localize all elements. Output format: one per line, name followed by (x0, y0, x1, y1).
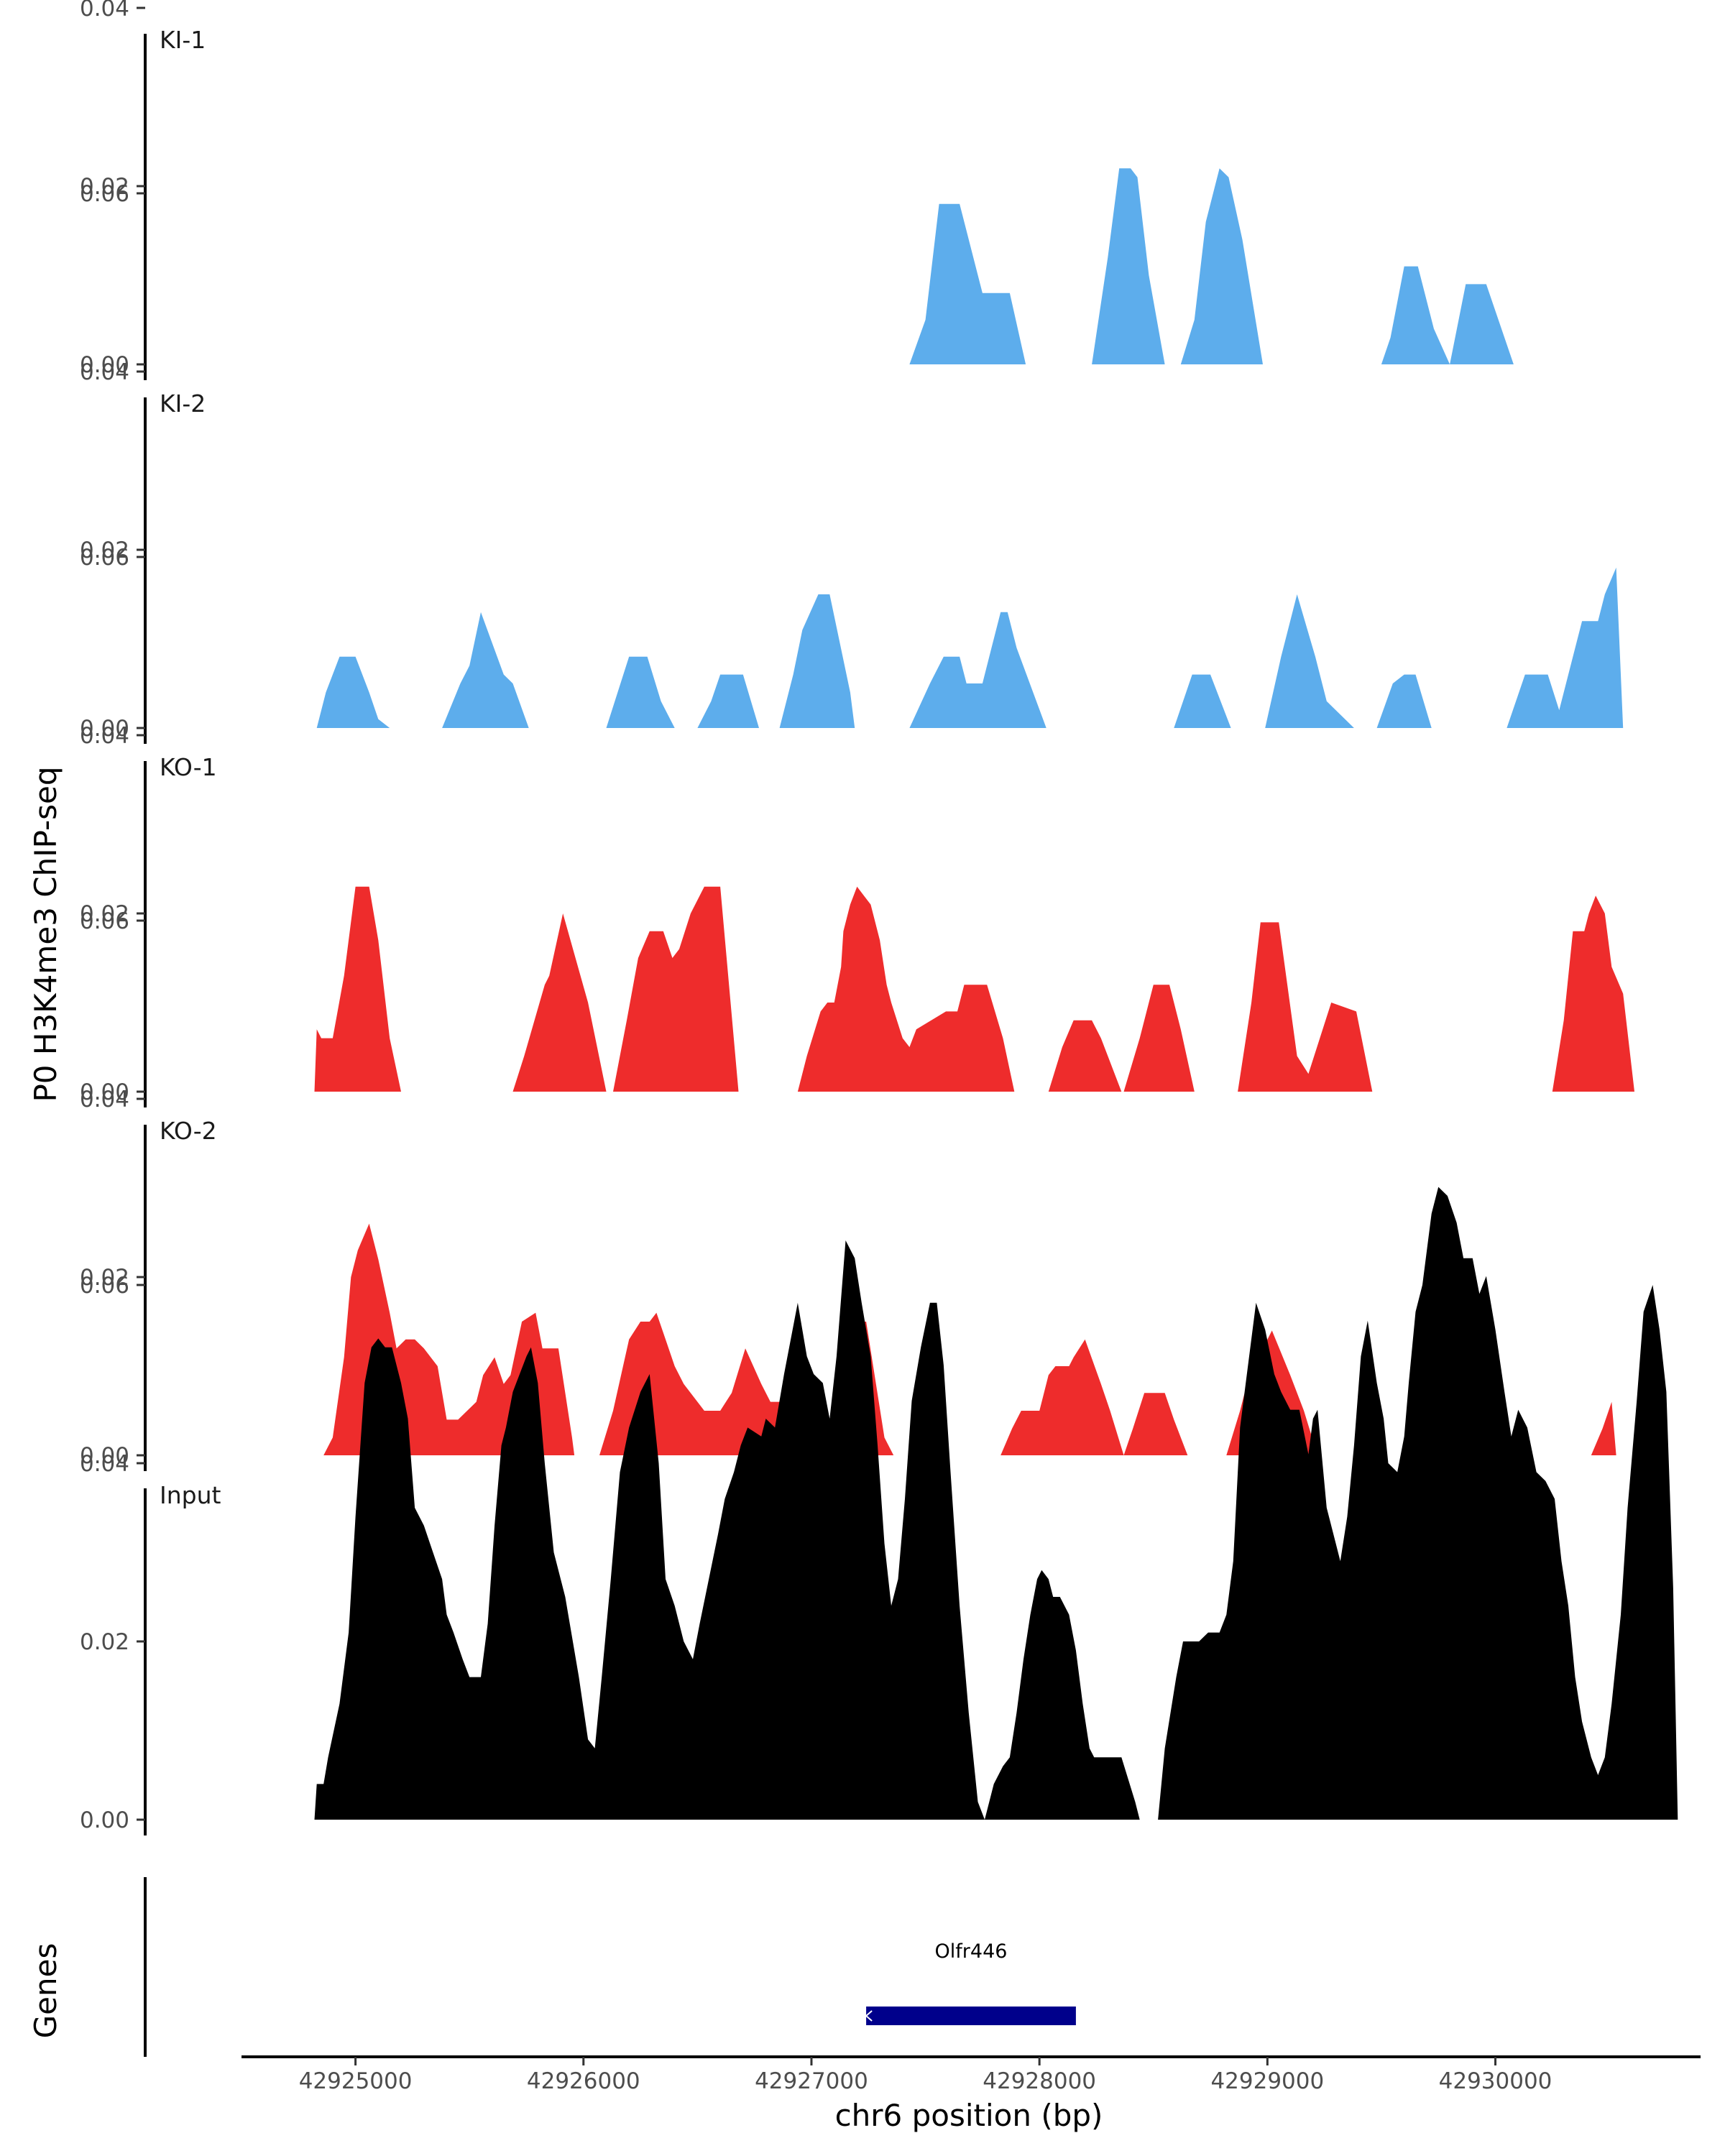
signal-peak (909, 612, 1046, 728)
signal-peak (316, 656, 390, 728)
y-tick-label: 0.00 (80, 1079, 129, 1105)
strand-arrow-icon (865, 2010, 873, 2022)
y-tick-label: 0.02 (80, 1629, 129, 1655)
track-ki-2: 0.00 0.02 0.04 0.06 KI-2 (80, 181, 1624, 744)
y-tick-label: 0.04 (80, 0, 129, 22)
signal-peak (1174, 674, 1231, 728)
track-label: Input (160, 1481, 221, 1509)
genes-panel-title: Genes (28, 1943, 63, 2039)
track-input: 0.00 0.02 0.04 0.06 Input (80, 1187, 1678, 1835)
signal-peak (314, 886, 401, 1092)
genes-panel: Olfr446 (144, 1877, 1076, 2057)
y-tick-label: 0.06 (80, 1273, 129, 1299)
y-tick-label: 0.02 (80, 538, 129, 563)
y-tick-label: 0.00 (80, 1807, 129, 1833)
signal-peak (1000, 1339, 1124, 1455)
x-axis: 42925000 42926000 42927000 42928000 42929000… (242, 2055, 1701, 2094)
signal-peak (779, 594, 855, 728)
x-tick-label: 42925000 (299, 2068, 413, 2094)
track-ki-1: 0.00 0.02 0.04 0.06 KI-1 (80, 0, 1514, 380)
x-axis-title: chr6 position (bp) (835, 2098, 1103, 2133)
signal-peak (697, 674, 759, 728)
y-tick-label: 0.02 (80, 1265, 129, 1291)
x-tick-label: 42928000 (983, 2068, 1096, 2094)
y-tick-label: 0.06 (80, 181, 129, 207)
signal-peak (1552, 895, 1634, 1092)
x-tick-label: 42926000 (527, 2068, 640, 2094)
y-axis-title: P0 H3K4me3 ChIP-seq (28, 766, 63, 1102)
signal-peak (1048, 1020, 1122, 1092)
signal-peak (1450, 284, 1514, 364)
track-label: KI-2 (160, 390, 206, 418)
y-tick-label: 0.02 (80, 901, 129, 927)
signal-peak (985, 1570, 1140, 1820)
signal-peak (442, 612, 529, 728)
signal-peak (1158, 1187, 1678, 1820)
signal-peak (1376, 674, 1432, 728)
signal-peak (1265, 594, 1354, 728)
y-tick-label: 0.00 (80, 352, 129, 378)
y-tick-label: 0.04 (80, 359, 129, 385)
signal-peak (613, 886, 739, 1092)
track-label: KO-2 (160, 1117, 217, 1145)
signal-peak (797, 886, 1015, 1092)
x-tick-label: 42927000 (755, 2068, 868, 2094)
signal-peak (606, 656, 675, 728)
gene-label: Olfr446 (935, 1940, 1008, 1963)
signal-peak (314, 1240, 985, 1820)
signal-peak (1238, 922, 1373, 1092)
signal-peak (909, 203, 1026, 364)
y-tick-label: 0.06 (80, 908, 129, 934)
signal-peak (1381, 266, 1450, 364)
y-tick-label: 0.04 (80, 723, 129, 749)
signal-peak (1092, 168, 1165, 364)
signal-peak (1506, 567, 1624, 728)
signal-peak (1123, 1393, 1188, 1455)
y-tick-label: 0.04 (80, 1451, 129, 1477)
signal-peak (1180, 168, 1263, 364)
track-ko-1: 0.00 0.02 0.04 0.06 KO-1 (80, 545, 1634, 1107)
x-tick-label: 42930000 (1439, 2068, 1552, 2094)
track-label: KO-1 (160, 753, 217, 781)
track-label: KI-1 (160, 26, 206, 54)
signal-peak (1591, 1401, 1616, 1455)
tracks-layer: 0.00 0.02 0.04 0.06 KI-1 0.00 0.02 0.04 0.06 KI-2… (80, 0, 1678, 1835)
signal-peak (1123, 985, 1195, 1092)
y-tick-label: 0.06 (80, 545, 129, 571)
signal-peak (512, 913, 607, 1092)
signal-peak (599, 1312, 894, 1455)
gene-body-olfr446 (866, 2007, 1076, 2025)
y-tick-label: 0.02 (80, 174, 129, 200)
y-tick-label: 0.04 (80, 1087, 129, 1112)
y-tick-label: 0.00 (80, 1443, 129, 1469)
y-tick-label: 0.00 (80, 716, 129, 742)
x-tick-label: 42929000 (1210, 2068, 1324, 2094)
